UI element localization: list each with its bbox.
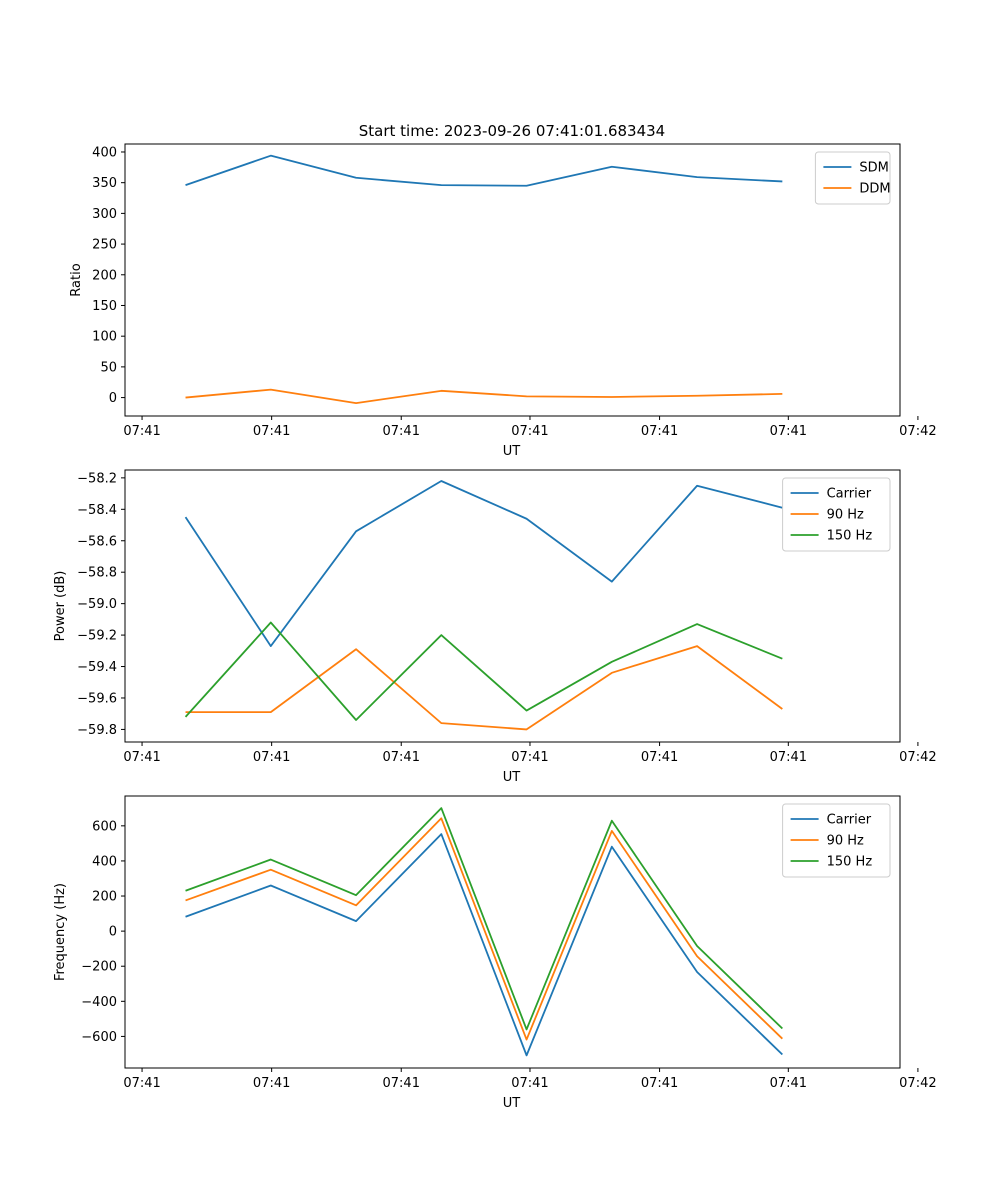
legend-label: SDM: [859, 161, 888, 176]
y-axis-label: Power (dB): [53, 571, 68, 642]
legend-label: DDM: [859, 182, 890, 197]
legend: Carrier 90 Hz 150 Hz: [782, 803, 891, 878]
y-tick-label: −59.8: [77, 723, 117, 738]
chart-panel-1: 0 50 100 150 200 250 300 350 400 07:41 07:41 07:41 0…: [69, 143, 937, 459]
figure-title: Start time: 2023-09-26 07:41:01.683434: [359, 122, 665, 140]
x-tick-label: 07:41: [253, 1076, 290, 1091]
y-tick-label: −59.0: [77, 597, 117, 612]
y-tick-label: 0: [109, 391, 117, 406]
y-tick-label: 350: [92, 176, 117, 191]
y-tick-label: −600: [81, 1030, 117, 1045]
y-tick-label: −58.6: [77, 534, 117, 549]
axes-frame: [124, 469, 901, 743]
legend-label: 90 Hz: [827, 508, 864, 523]
legend-label: 90 Hz: [827, 834, 864, 849]
y-tick-label: 200: [92, 268, 117, 283]
x-tick-label: 07:41: [511, 424, 548, 439]
x-axis-label: UT: [503, 1096, 521, 1111]
x-tick-label: 07:41: [511, 1076, 548, 1091]
y-tick-label: −200: [81, 960, 117, 975]
series-line-90-hz: [185, 817, 783, 1041]
series-line-150-hz: [185, 807, 783, 1031]
y-tick-label: −59.6: [77, 691, 117, 706]
y-tick-label: −400: [81, 995, 117, 1010]
x-tick-label: 07:41: [641, 424, 678, 439]
series-line-sdm: [185, 154, 783, 187]
legend-box: [782, 477, 891, 552]
legend-label: Carrier: [827, 487, 872, 502]
series-line-90-hz: [185, 645, 783, 731]
y-tick-label: −58.8: [77, 566, 117, 581]
legend-label: 150 Hz: [827, 529, 873, 544]
y-tick-label: 300: [92, 207, 117, 222]
y-tick-label: 200: [92, 890, 117, 905]
series-line-carrier: [184, 480, 783, 647]
legend-box: [814, 151, 891, 205]
x-tick-label: 07:41: [123, 1076, 160, 1091]
x-tick-label: 07:41: [770, 1076, 807, 1091]
x-tick-label: 07:41: [641, 750, 678, 765]
panels: 0 50 100 150 200 250 300 350 400 07:41 07:41 07:41 0…: [53, 143, 937, 1111]
legend: SDM DDM: [814, 151, 891, 205]
x-tick-label: 07:41: [770, 750, 807, 765]
x-tick-label: 07:41: [770, 424, 807, 439]
y-tick-label: 600: [92, 819, 117, 834]
axes-frame: [124, 143, 901, 417]
x-tick-label: 07:41: [383, 1076, 420, 1091]
x-tick-label: 07:41: [511, 750, 548, 765]
x-tick-label: 07:42: [899, 424, 936, 439]
y-tick-label: −59.4: [77, 660, 117, 675]
x-tick-label: 07:41: [253, 424, 290, 439]
y-tick-label: 150: [92, 299, 117, 314]
axes-frame: [124, 795, 901, 1069]
y-tick-label: −58.4: [77, 503, 117, 518]
series-line-carrier: [185, 833, 783, 1057]
legend: Carrier 90 Hz 150 Hz: [782, 477, 891, 552]
series-line-150-hz: [184, 621, 783, 721]
x-tick-label: 07:41: [383, 750, 420, 765]
x-tick-label: 07:42: [899, 1076, 936, 1091]
legend-label: 150 Hz: [827, 855, 873, 870]
y-tick-label: −59.2: [77, 629, 117, 644]
legend-label: Carrier: [827, 813, 872, 828]
chart-panel-2: −59.8 −59.6 −59.4 −59.2 −59.0 −58.8 −58.6 −58.4…: [53, 469, 937, 785]
x-tick-label: 07:41: [383, 424, 420, 439]
y-tick-label: 400: [92, 145, 117, 160]
chart-panel-3: −600 −400 −200 0 200 400 600 07:41 07:41 07:41 07:…: [53, 795, 937, 1111]
y-axis-label: Frequency (Hz): [53, 883, 68, 981]
x-axis-label: UT: [503, 444, 521, 459]
x-tick-label: 07:41: [123, 424, 160, 439]
x-axis-label: UT: [503, 770, 521, 785]
x-tick-label: 07:42: [899, 750, 936, 765]
x-tick-label: 07:41: [253, 750, 290, 765]
x-tick-label: 07:41: [123, 750, 160, 765]
y-tick-label: 0: [109, 925, 117, 940]
legend-box: [782, 803, 891, 878]
y-tick-label: 100: [92, 330, 117, 345]
y-tick-label: 50: [100, 360, 117, 375]
x-tick-label: 07:41: [641, 1076, 678, 1091]
series-line-ddm: [185, 388, 783, 405]
y-axis-label: Ratio: [69, 263, 84, 296]
y-tick-label: −58.2: [77, 471, 117, 486]
y-tick-label: 250: [92, 238, 117, 253]
y-tick-label: 400: [92, 854, 117, 869]
